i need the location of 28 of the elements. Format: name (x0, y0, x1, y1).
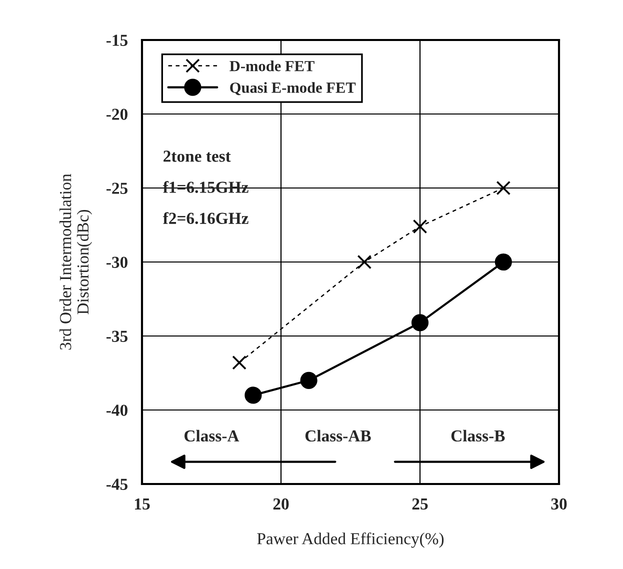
point (300, 372, 318, 389)
x-axis-title: Pawer Added Efficiency(%) (257, 532, 444, 548)
legend-label: D-mode FET (230, 60, 314, 72)
annotation: 2tone test (164, 150, 231, 162)
x-tick-label: 15 (135, 498, 150, 510)
x-tick-label: 30 (551, 498, 567, 510)
x-tick-label: 20 (273, 498, 289, 510)
y-tick-label: -20 (106, 108, 128, 120)
point (496, 180, 511, 196)
point (412, 219, 428, 234)
point (494, 253, 512, 271)
y-tick-label: -45 (106, 478, 128, 490)
y-tick-label: -25 (106, 182, 128, 194)
y-tick-label: -30 (106, 256, 128, 268)
x-tick-label: 25 (412, 498, 428, 510)
legend-label: Quasi E-mode FET (230, 82, 356, 96)
y-tick-label: -15 (106, 34, 128, 46)
annotation: f2=6.16GHz (162, 212, 248, 224)
point (232, 355, 246, 370)
y-tick-label: -35 (106, 330, 128, 342)
annotation: Class-AB (305, 430, 371, 442)
point (357, 254, 372, 270)
point (244, 386, 262, 404)
y-tick-label: -40 (106, 404, 128, 416)
y-axis-title: 3rd Order Intermodulation Distortion(dBc) (59, 174, 92, 350)
point (411, 314, 429, 332)
annotation: Class-A (184, 430, 240, 442)
annotation: Class-B (451, 430, 505, 442)
